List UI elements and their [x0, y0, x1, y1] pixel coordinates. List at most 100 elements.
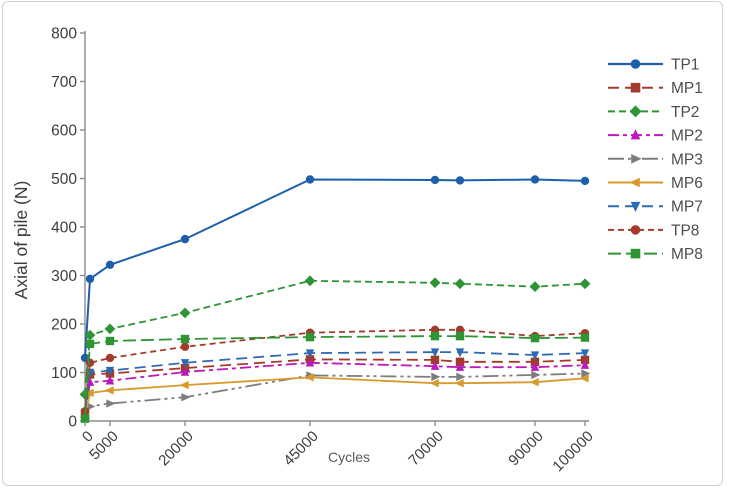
- square-marker: [580, 333, 590, 342]
- triangle-left-marker: [304, 373, 314, 382]
- triangle-down-marker: [430, 348, 440, 358]
- triangle-up-marker: [180, 366, 190, 376]
- triangle-up-marker: [305, 357, 315, 367]
- circle-marker: [630, 59, 641, 69]
- legend-label: TP8: [671, 222, 699, 239]
- triangle-down-marker: [580, 349, 590, 359]
- square-marker: [530, 333, 540, 343]
- y-tick-label: 0: [68, 414, 77, 431]
- legend-item-MP6: MP6: [608, 175, 703, 192]
- legend-item-MP2: MP2: [608, 128, 703, 145]
- triangle-down-marker: [630, 201, 641, 212]
- series-TP1: [80, 175, 590, 363]
- diamond-marker: [629, 105, 642, 118]
- triangle-left-marker: [84, 388, 94, 398]
- triangle-down-marker: [305, 349, 315, 359]
- square-marker: [85, 339, 95, 349]
- circle-marker: [430, 175, 440, 185]
- y-tick-label: 300: [51, 268, 77, 285]
- triangle-right-marker: [181, 393, 191, 402]
- triangle-left-marker: [629, 177, 640, 188]
- y-tick-label: 100: [51, 365, 77, 382]
- y-tick-label: 400: [51, 220, 77, 237]
- legend-item-MP3: MP3: [608, 151, 703, 168]
- triangle-left-marker: [454, 378, 464, 388]
- triangle-right-marker: [431, 372, 441, 382]
- circle-marker: [85, 358, 95, 367]
- triangle-left-marker: [579, 374, 589, 383]
- square-marker: [305, 332, 315, 342]
- x-axis-title: Cycles: [328, 449, 370, 465]
- square-marker: [80, 414, 90, 423]
- legend-label: MP1: [671, 80, 703, 97]
- legend-item-TP1: TP1: [608, 57, 699, 74]
- legend-label: MP6: [671, 175, 703, 192]
- diamond-marker: [104, 323, 116, 335]
- triangle-down-marker: [180, 359, 190, 368]
- triangle-left-marker: [104, 386, 114, 395]
- square-marker: [630, 82, 641, 93]
- series-MP7: [80, 348, 590, 418]
- square-marker: [455, 357, 465, 367]
- triangle-up-marker: [85, 377, 95, 386]
- square-marker: [630, 248, 641, 259]
- triangle-right-marker: [86, 402, 96, 411]
- square-marker: [105, 336, 115, 346]
- triangle-up-marker: [455, 361, 465, 371]
- square-marker: [180, 334, 190, 344]
- legend-item-MP7: MP7: [608, 199, 703, 216]
- triangle-right-marker: [531, 370, 541, 380]
- y-axis-title: Axial of pile (N): [11, 181, 31, 300]
- series-TP2: [79, 275, 591, 400]
- circle-marker: [180, 342, 190, 351]
- legend-item-MP1: MP1: [608, 80, 703, 97]
- circle-marker: [455, 325, 465, 335]
- triangle-left-marker: [179, 380, 189, 390]
- series-MP8: [80, 331, 590, 423]
- triangle-down-marker: [105, 366, 115, 376]
- triangle-down-marker: [455, 348, 465, 358]
- series-line-MP8: [84, 335, 586, 419]
- triangle-right-marker: [456, 372, 466, 382]
- legend-item-TP2: TP2: [608, 104, 699, 121]
- legend-label: MP7: [671, 199, 703, 216]
- y-tick-label: 200: [51, 317, 77, 334]
- square-marker: [455, 331, 465, 341]
- legend: TP1 MP1 TP2 MP2 MP3 MP6 MP7 TP8 MP8: [608, 57, 703, 263]
- diamond-marker: [84, 329, 96, 341]
- triangle-up-marker: [105, 375, 115, 385]
- circle-marker: [85, 274, 95, 284]
- y-tick-label: 800: [51, 26, 77, 43]
- diamond-marker: [429, 277, 441, 289]
- diamond-marker: [304, 275, 316, 287]
- circle-marker: [430, 325, 440, 335]
- triangle-right-marker: [631, 154, 642, 164]
- series-line-MP3: [84, 372, 586, 419]
- y-tick-label: 700: [51, 74, 77, 91]
- x-tick-label: 20000: [155, 428, 197, 470]
- x-tick-label: 100000: [549, 428, 596, 475]
- y-tick-label: 500: [51, 171, 77, 188]
- square-marker: [580, 355, 590, 365]
- circle-marker: [305, 175, 315, 184]
- triangle-up-marker: [580, 360, 590, 369]
- triangle-up-marker: [630, 129, 641, 140]
- triangle-left-marker: [429, 378, 439, 388]
- circle-marker: [630, 225, 641, 235]
- circle-marker: [180, 234, 190, 244]
- legend-label: MP8: [671, 246, 703, 263]
- x-tick-label: 90000: [505, 428, 547, 470]
- circle-marker: [530, 175, 540, 184]
- legend-label: TP2: [671, 104, 699, 121]
- chart-frame: [2, 1, 723, 486]
- diamond-marker: [579, 278, 591, 290]
- x-tick-label: 45000: [280, 428, 322, 470]
- series-TP8: [80, 325, 590, 416]
- y-tick-label: 600: [51, 123, 77, 140]
- legend-label: MP2: [671, 128, 703, 145]
- triangle-down-marker: [530, 351, 540, 361]
- legend-label: TP1: [671, 57, 699, 74]
- diamond-marker: [179, 307, 191, 319]
